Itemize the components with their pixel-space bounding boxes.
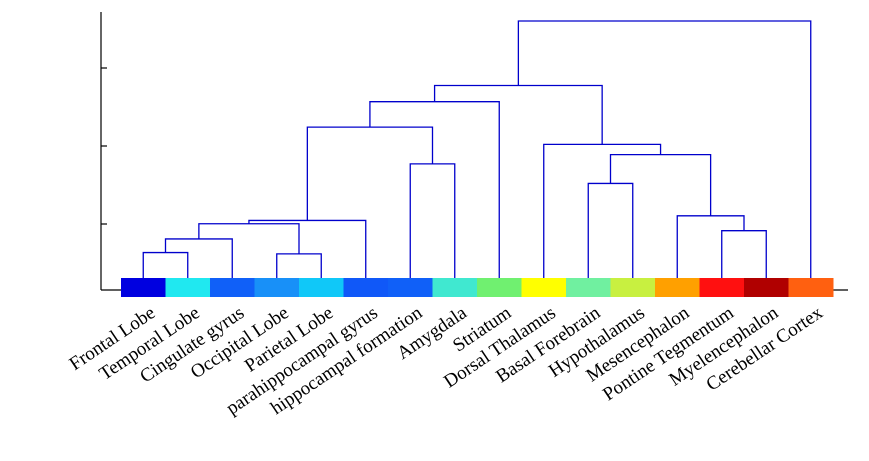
dendrogram-links <box>142 20 812 278</box>
leaf-color-cell <box>477 278 522 297</box>
leaf-color-cell <box>521 278 567 297</box>
dendrogram-link <box>142 251 189 278</box>
leaf-color-cell <box>254 278 300 297</box>
dendrogram-link <box>587 182 634 278</box>
dendrogram-link <box>721 230 767 278</box>
dendrogram-link <box>164 238 233 278</box>
leaf-color-cell <box>210 278 255 297</box>
dendrogram-link <box>369 101 500 278</box>
leaf-color-cell <box>610 278 656 297</box>
dendrogram-link <box>409 163 456 278</box>
dendrogram-link <box>517 20 812 278</box>
dendrogram-link <box>676 215 745 278</box>
leaf-color-cell <box>655 278 700 297</box>
dendrogram-link <box>276 253 322 278</box>
leaf-color-cell <box>165 278 211 297</box>
leaf-color-cell <box>566 278 611 297</box>
leaf-color-cell <box>343 278 389 297</box>
leaf-color-cell <box>788 278 834 297</box>
leaf-color-cell <box>388 278 433 297</box>
dendrogram-link <box>433 84 603 145</box>
leaf-color-cell <box>299 278 344 297</box>
dendrogram-link <box>543 143 662 278</box>
leaf-color-cell <box>432 278 478 297</box>
y-axis <box>100 12 848 291</box>
dendrogram-link <box>248 219 367 278</box>
leaf-color-cell <box>121 278 166 297</box>
leaf-color-cell <box>744 278 789 297</box>
color-bar <box>121 278 834 297</box>
dendrogram-link <box>306 126 434 221</box>
dendrogram-link <box>609 153 712 216</box>
leaf-color-cell <box>699 278 745 297</box>
